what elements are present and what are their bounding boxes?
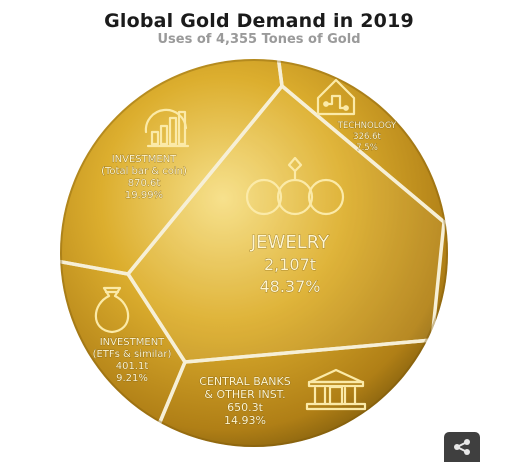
slice-investment-bars[interactable] [40, 40, 284, 276]
slice-label: JEWELRY [250, 232, 330, 253]
slice-label-group: JEWELRY 2,107t 48.37% [250, 232, 331, 297]
rings-icon [245, 156, 345, 216]
money-bag-icon [94, 286, 130, 334]
slice-value: 401.1t [116, 361, 149, 372]
slice-value: 326.6t [353, 132, 381, 142]
slice-label-group: INVESTMENT(ETFs & similar)401.1t9.21% [92, 337, 172, 385]
share-button[interactable] [444, 432, 480, 462]
slice-label: (ETFs & similar) [93, 349, 172, 360]
slice-value: 650.3t [227, 401, 263, 414]
slice-label: (Total bar & coin) [101, 166, 187, 177]
share-icon [454, 439, 470, 455]
slice-percent: 7.5% [356, 143, 378, 153]
slice-label: & OTHER INST. [204, 388, 285, 401]
slice-label: INVESTMENT [112, 154, 177, 165]
slice-value: 2,107t [264, 255, 316, 274]
chart-subtitle: Uses of 4,355 Tones of Gold [157, 32, 361, 47]
slice-percent: 14.93% [224, 414, 266, 427]
chart-title: Global Gold Demand in 2019 [104, 10, 414, 32]
slice-label: INVESTMENT [100, 337, 165, 348]
slice-label: CENTRAL BANKS [199, 375, 290, 388]
circuit-house-icon [316, 78, 356, 116]
pie-medallion [60, 59, 448, 447]
bank-icon [305, 368, 367, 411]
slice-technology[interactable] [274, 40, 470, 224]
slice-percent: 48.37% [259, 277, 320, 296]
pie-rim [60, 59, 448, 447]
slice-label: TECHNOLOGY [337, 121, 397, 131]
slice-percent: 9.21% [116, 373, 148, 384]
slice-percent: 19.99% [125, 190, 163, 201]
slice-value: 870.6t [128, 178, 161, 189]
bar-chart-icon [144, 108, 190, 148]
